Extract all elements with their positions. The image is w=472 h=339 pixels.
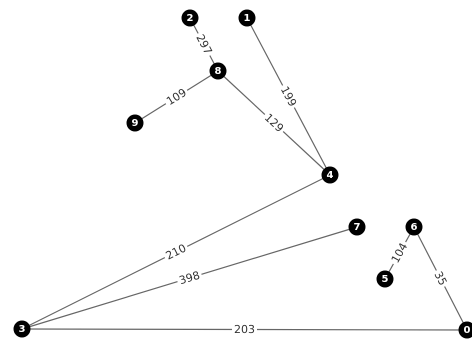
graph-node-7: 7 — [348, 218, 366, 236]
node-label: 3 — [19, 324, 26, 335]
nodes-layer: 0 1 2 3 4 5 6 7 8 9 — [13, 9, 472, 339]
node-circle — [348, 218, 366, 236]
graph-node-3: 3 — [13, 320, 31, 338]
node-label: 8 — [215, 66, 222, 77]
node-circle — [209, 62, 227, 80]
edge-weight-text: 203 — [234, 323, 255, 336]
edge-label-background — [231, 322, 258, 337]
graph-node-8: 8 — [209, 62, 227, 80]
graph-node-2: 2 — [181, 9, 199, 27]
graph-node-9: 9 — [126, 114, 144, 132]
node-circle — [181, 9, 199, 27]
edge-label-background — [162, 84, 191, 110]
edge-label-background — [260, 109, 288, 137]
edge-weight-text: 398 — [178, 269, 202, 288]
edge-weight-label: 35 — [430, 267, 451, 290]
node-circle — [126, 114, 144, 132]
node-label: 1 — [244, 13, 251, 24]
edge-weight-label: 199 — [276, 82, 301, 111]
edge-label-background — [276, 82, 301, 111]
node-label: 7 — [354, 222, 361, 233]
node-circle — [321, 166, 339, 184]
node-label: 5 — [382, 274, 389, 285]
edge-weight-label: 109 — [162, 84, 191, 110]
node-circle — [238, 9, 256, 27]
edge-weight-label: 210 — [161, 240, 191, 264]
node-label: 9 — [132, 118, 139, 129]
graph-node-4: 4 — [321, 166, 339, 184]
edge-weight-text: 35 — [432, 269, 450, 287]
node-label: 2 — [187, 13, 194, 24]
edges-layer — [21, 17, 468, 331]
graph-node-1: 1 — [238, 9, 256, 27]
node-circle — [405, 218, 423, 236]
edge-label-background — [175, 267, 204, 289]
edge-weight-label: 203 — [231, 322, 258, 337]
edge-label-background — [191, 30, 217, 59]
node-circle — [376, 270, 394, 288]
graph-node-5: 5 — [376, 270, 394, 288]
edge-weight-label: 398 — [175, 267, 204, 289]
edge-label-background — [161, 240, 191, 264]
edge-label-background — [430, 267, 451, 290]
node-label: 0 — [464, 325, 471, 336]
edge-weight-label: 104 — [387, 238, 412, 268]
node-label: 6 — [411, 222, 418, 233]
edge-weight-label: 297 — [191, 30, 217, 59]
graph-node-0: 0 — [458, 321, 472, 339]
node-circle — [458, 321, 472, 339]
graph-node-6: 6 — [405, 218, 423, 236]
edge-label-background — [387, 238, 412, 268]
node-circle — [13, 320, 31, 338]
node-label: 4 — [327, 170, 334, 181]
